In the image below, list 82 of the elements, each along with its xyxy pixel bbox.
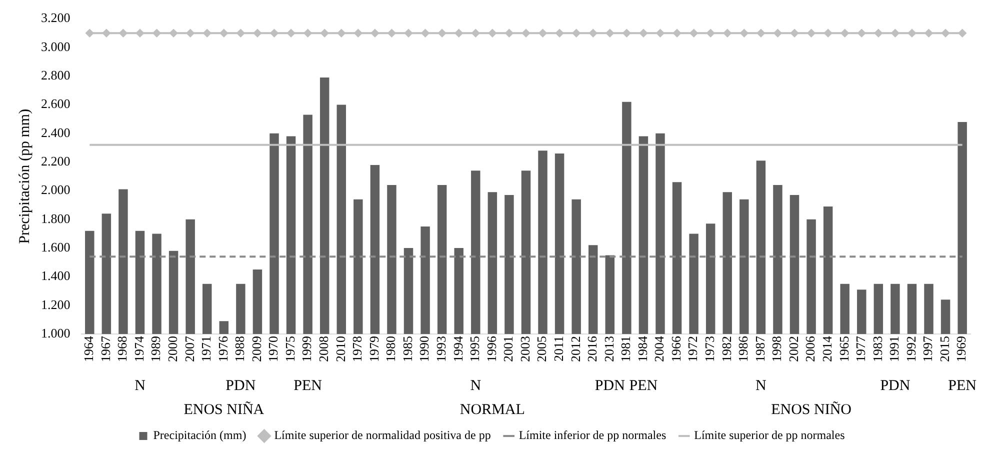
x-tick-label: 1999 xyxy=(299,336,314,362)
y-tick-label: 2.400 xyxy=(41,124,70,140)
x-tick-label: 2006 xyxy=(802,336,818,362)
x-tick-label: 2004 xyxy=(652,336,667,362)
x-tick-label: 1983 xyxy=(870,336,885,362)
x-tick-label: 1969 xyxy=(954,336,969,362)
annotation: NORMAL xyxy=(460,402,525,418)
x-tick-label: 1977 xyxy=(853,336,868,362)
x-tick-label: 1975 xyxy=(282,336,298,362)
annotation: PEN xyxy=(294,378,322,394)
annotation: N xyxy=(756,378,767,394)
x-tick-label: 1992 xyxy=(903,336,918,362)
x-tick-label: 1998 xyxy=(769,336,784,362)
x-tick-label: 1967 xyxy=(98,336,113,362)
x-tick-label: 1970 xyxy=(266,336,281,362)
x-tick-label: 2016 xyxy=(584,336,600,362)
y-tick-label: 3.200 xyxy=(41,10,70,26)
x-tick-label: 1965 xyxy=(836,336,852,362)
x-tick-label: 1997 xyxy=(920,336,936,362)
x-tick-label: 1988 xyxy=(232,336,248,362)
x-tick-label: 1985 xyxy=(400,336,415,362)
x-tick-label: 2015 xyxy=(936,336,952,362)
x-tick-label: 2007 xyxy=(182,336,197,362)
x-tick-label: 2010 xyxy=(332,336,348,362)
annotation: N xyxy=(134,378,146,394)
x-tick-label: 1993 xyxy=(433,336,448,362)
y-tick-label: 2.200 xyxy=(41,153,70,168)
x-tick-label: 1989 xyxy=(148,336,164,362)
x-tick-label: 1973 xyxy=(702,336,718,362)
y-tick-label: 2.800 xyxy=(41,68,70,83)
x-tick-label: 2009 xyxy=(248,336,264,362)
x-tick-label: 2003 xyxy=(517,336,532,362)
legend-label: Límite superior de normalidad positiva de pp xyxy=(274,428,491,442)
annotation: ENOS NIÑA xyxy=(184,400,264,418)
x-tick-label: 1972 xyxy=(685,336,700,362)
annotation: PDN xyxy=(226,378,256,394)
x-tick-label: 2014 xyxy=(819,336,834,362)
x-tick-label: 2000 xyxy=(164,336,180,362)
annotation: PEN xyxy=(948,378,977,394)
x-tick-label: 1966 xyxy=(668,336,684,362)
y-tick-label: 1.400 xyxy=(41,268,70,284)
x-tick-label: 1974 xyxy=(131,336,146,362)
x-tick-label: 2005 xyxy=(534,336,550,362)
legend-label: Límite superior de pp normales xyxy=(694,428,846,442)
y-tick-label: 1.200 xyxy=(41,296,70,312)
x-tick-label: 1976 xyxy=(215,336,230,362)
legend-label: Precipitación (mm) xyxy=(153,428,246,442)
annotation: PDN xyxy=(880,378,910,394)
x-tick-label: 1984 xyxy=(634,336,650,362)
x-tick-label: 1987 xyxy=(752,336,768,362)
y-tick-label: 1.800 xyxy=(41,210,70,226)
x-tick-label: 1994 xyxy=(450,336,466,362)
y-tick-label: 1.600 xyxy=(41,239,70,254)
x-tick-label: 2013 xyxy=(601,336,616,362)
x-tick-label: 1991 xyxy=(886,336,902,362)
x-tick-label: 1968 xyxy=(114,336,130,362)
x-tick-label: 2011 xyxy=(550,336,566,362)
x-tick-label: 1971 xyxy=(198,336,214,362)
x-tick-label: 1996 xyxy=(484,336,499,362)
x-tick-label: 2002 xyxy=(786,336,801,362)
legend-label: Límite inferior de pp normales xyxy=(518,428,666,442)
annotation: ENOS NIÑO xyxy=(771,400,852,418)
y-tick-label: 2.600 xyxy=(41,96,70,112)
x-tick-label: 1981 xyxy=(618,336,634,362)
x-tick-label: 1978 xyxy=(350,336,365,362)
x-tick-label: 2012 xyxy=(568,336,583,362)
x-tick-label: 2001 xyxy=(500,336,516,362)
annotation: N xyxy=(470,378,482,394)
x-tick-label: 1982 xyxy=(718,336,734,362)
y-axis-title: Precipitación (pp mm) xyxy=(16,108,33,244)
x-tick-label: 1990 xyxy=(416,336,432,362)
annotation: PDN xyxy=(594,378,626,394)
y-tick-label: 3.000 xyxy=(41,38,70,54)
x-tick-label: 2008 xyxy=(316,336,332,362)
annotation: PEN xyxy=(629,378,658,394)
y-tick-label: 1.000 xyxy=(41,325,70,340)
x-tick-label: 1995 xyxy=(467,336,482,362)
x-tick-label: 1986 xyxy=(736,336,751,362)
x-tick-label: 1979 xyxy=(366,336,382,362)
x-tick-label: 1964 xyxy=(81,336,96,362)
y-tick-label: 2.000 xyxy=(41,182,70,198)
x-tick-label: 1980 xyxy=(383,336,398,362)
